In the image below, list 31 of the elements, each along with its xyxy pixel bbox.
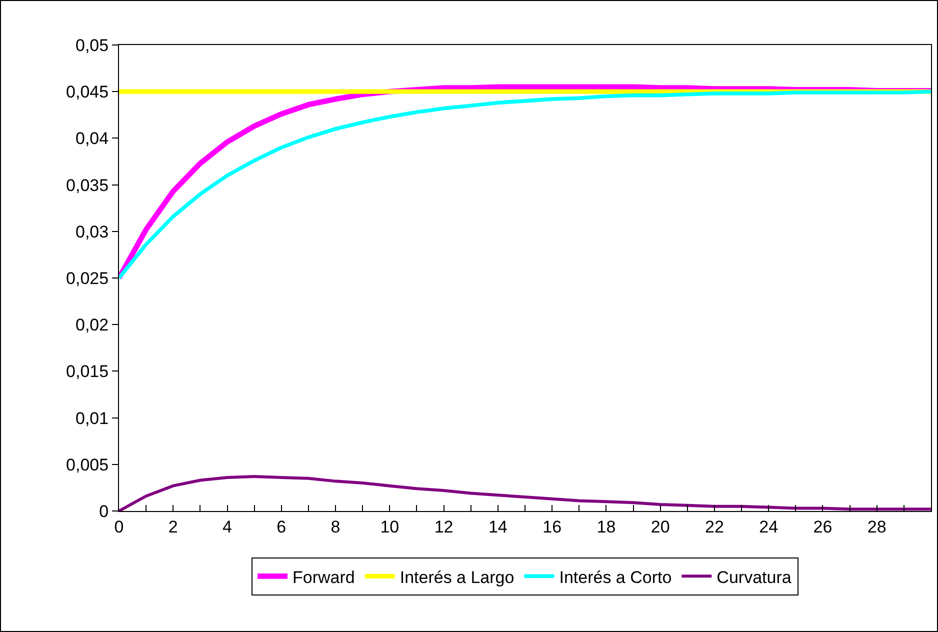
x-tick-label: 2 [168,517,178,536]
x-tick-label: 6 [276,517,286,536]
x-tick-label: 12 [434,517,454,536]
legend-label: Curvatura [716,568,792,587]
x-tick-label: 8 [330,517,340,536]
legend-label: Interés a Largo [400,568,514,587]
y-tick-label: 0,045 [66,82,109,102]
line-series [119,475,931,511]
x-tick-label: 22 [705,517,724,536]
x-tick-label: 24 [759,517,778,536]
x-tick-label: 10 [380,517,400,536]
x-tick-label: 26 [813,517,832,536]
legend-label: Forward [292,568,355,587]
y-tick-label: 0,01 [76,408,109,428]
y-tick-label: 0,025 [66,268,109,288]
y-tick-label: 0 [99,502,109,521]
x-tick-label: 0 [114,517,124,536]
y-tick-label: 0,02 [76,316,109,335]
x-tick-label: 28 [867,517,886,536]
x-tick-label: 18 [596,517,616,536]
y-tick-label: 0,035 [66,176,109,195]
legend-label: Interés a Corto [559,568,672,587]
y-tick-label: 0,015 [66,362,109,382]
x-tick-label: 14 [488,517,508,536]
y-tick-label: 0,04 [76,129,109,148]
y-tick-label: 0,05 [76,36,109,55]
x-tick-label: 20 [650,517,670,536]
x-tick-label: 16 [542,517,562,536]
x-tick-label: 4 [222,517,232,536]
y-tick-label: 0,005 [66,455,109,474]
y-tick-label: 0,03 [76,222,109,242]
